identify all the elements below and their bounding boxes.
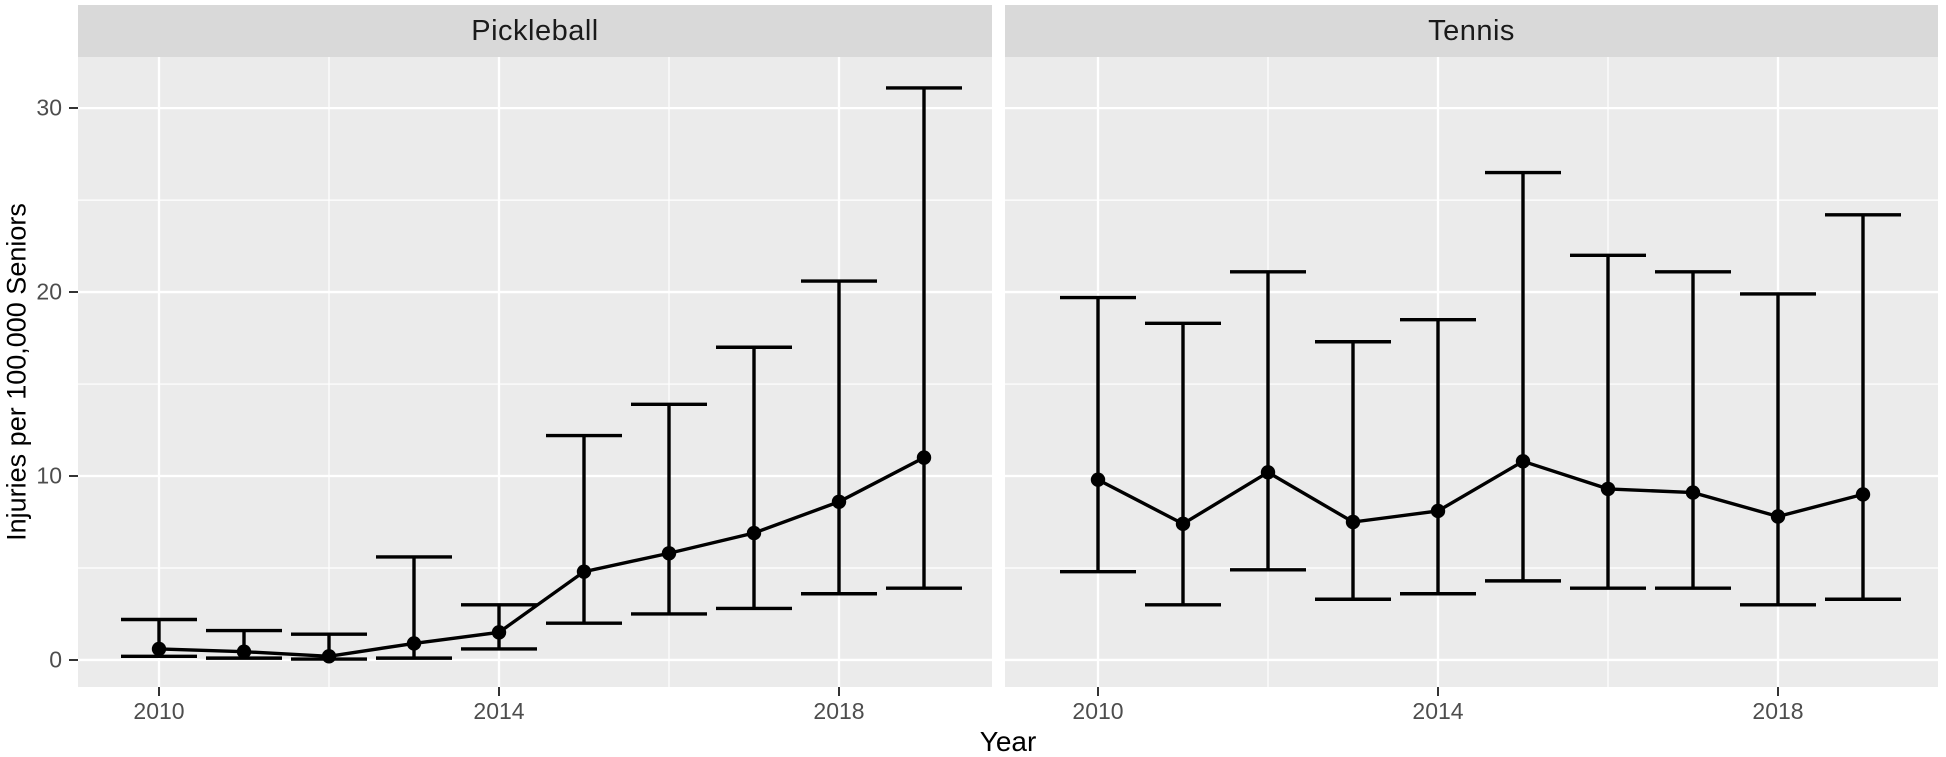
data-point xyxy=(1770,509,1786,524)
y-axis-tick-mark xyxy=(69,474,78,478)
data-point xyxy=(1430,503,1446,519)
plot-area xyxy=(1005,57,1938,687)
y-axis-tick-mark xyxy=(69,658,78,662)
x-axis-title: Year xyxy=(979,726,1037,757)
data-points xyxy=(1090,454,1871,532)
x-axis-tick-mark xyxy=(497,687,501,696)
data-point xyxy=(1685,485,1701,500)
facet-panel-pickleball xyxy=(78,57,992,687)
data-point xyxy=(236,644,252,659)
x-axis-tick-label: 2014 xyxy=(1412,698,1464,724)
data-point xyxy=(661,546,677,561)
y-axis-tick-mark xyxy=(69,106,78,110)
trend-line xyxy=(1097,459,1864,526)
error-bars xyxy=(1060,170,1901,607)
x-axis-tick-label: 2014 xyxy=(473,698,525,724)
x-axis-tick-mark xyxy=(1776,687,1780,696)
x-axis-tick-mark xyxy=(157,687,161,696)
panel-background xyxy=(1005,57,1938,687)
data-point xyxy=(746,525,762,541)
data-point xyxy=(406,636,422,651)
data-point xyxy=(1260,465,1276,480)
data-point xyxy=(916,450,932,465)
x-axis-tick-label: 2018 xyxy=(1752,698,1804,724)
data-point xyxy=(1855,487,1871,502)
data-point xyxy=(1090,472,1106,487)
data-point xyxy=(491,625,507,640)
data-point xyxy=(1175,516,1191,532)
y-axis-tick-label: 0 xyxy=(49,646,62,673)
data-points xyxy=(151,450,932,664)
data-point xyxy=(1600,481,1616,497)
x-axis-tick-mark xyxy=(1436,687,1440,696)
data-point xyxy=(1345,514,1361,530)
facet-strip-label: Pickleball xyxy=(471,14,599,47)
facet-panel-tennis xyxy=(1005,57,1938,687)
data-point xyxy=(576,564,592,579)
error-bars xyxy=(121,86,962,661)
y-axis-tick-label: 20 xyxy=(36,278,62,305)
data-point xyxy=(1515,454,1531,469)
x-axis-tick-label: 2010 xyxy=(1072,698,1124,724)
facet-strip-tennis: Tennis xyxy=(1005,5,1938,57)
facet-strip-pickleball: Pickleball xyxy=(78,5,992,57)
data-point xyxy=(321,649,337,664)
trend-line xyxy=(158,456,925,658)
facet-strip-label: Tennis xyxy=(1428,14,1515,47)
data-point xyxy=(151,641,167,657)
y-axis-title: Injuries per 100,000 Seniors xyxy=(1,203,32,541)
plot-area xyxy=(78,57,992,687)
y-axis-tick-label: 10 xyxy=(36,462,62,489)
x-axis-tick-label: 2018 xyxy=(813,698,865,724)
x-axis-tick-mark xyxy=(1096,687,1100,696)
y-axis-tick-mark xyxy=(69,290,78,294)
data-point xyxy=(831,494,847,509)
y-axis-tick-label: 30 xyxy=(36,94,62,121)
x-axis-tick-mark xyxy=(837,687,841,696)
x-axis-tick-label: 2010 xyxy=(133,698,185,724)
